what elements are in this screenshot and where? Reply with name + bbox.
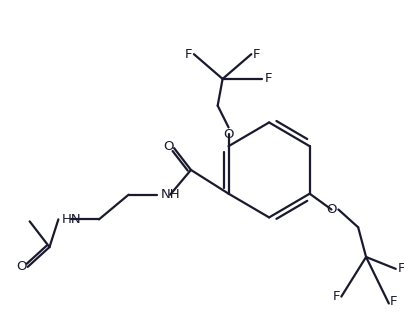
Text: O: O <box>326 203 337 216</box>
Text: O: O <box>223 128 234 141</box>
Text: HN: HN <box>61 213 81 226</box>
Text: F: F <box>390 295 398 308</box>
Text: F: F <box>332 290 340 303</box>
Text: F: F <box>264 72 272 85</box>
Text: NH: NH <box>160 188 180 201</box>
Text: O: O <box>163 140 173 153</box>
Text: O: O <box>17 260 27 273</box>
Text: F: F <box>398 262 404 275</box>
Text: F: F <box>185 48 193 61</box>
Text: F: F <box>252 48 260 61</box>
